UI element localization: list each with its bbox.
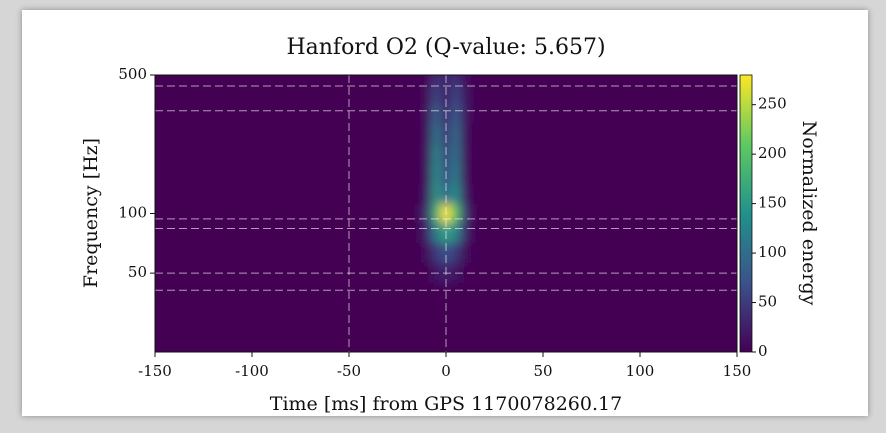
heat-cell [431, 144, 442, 164]
heat-cell [421, 124, 432, 145]
y-axis-label: Frequency [Hz] [80, 138, 102, 288]
x-tick-label: 0 [441, 362, 451, 380]
heat-cell [450, 163, 461, 184]
heat-cell [470, 183, 480, 204]
heat-cell [460, 223, 471, 243]
x-tick-label: -150 [138, 362, 172, 380]
heat-cell [450, 183, 461, 204]
colorbar-tick-label: 200 [758, 144, 787, 162]
heat-cell [470, 242, 480, 264]
heat-cell [421, 144, 432, 164]
heat-cell [441, 242, 451, 264]
x-tick-label: 50 [533, 362, 552, 380]
heat-cell [412, 103, 422, 125]
heat-cell [431, 75, 442, 85]
chart-title: Hanford O2 (Q-value: 5.657) [286, 35, 605, 60]
heat-cell [412, 124, 422, 145]
heat-cell [470, 223, 480, 243]
heat-cell [431, 223, 442, 243]
heat-cell [460, 84, 471, 104]
heat-cell [460, 183, 471, 204]
heat-cell [460, 163, 471, 184]
heat-cell [412, 203, 422, 224]
x-tick-label: -100 [235, 362, 269, 380]
heat-cell [421, 183, 432, 204]
colorbar-tick-label: 250 [758, 95, 787, 113]
heat-cell [460, 144, 471, 164]
heat-cell [412, 163, 422, 184]
colorbar-tick-label: 50 [758, 293, 777, 311]
heat-cell [450, 103, 461, 125]
heat-cell [460, 203, 471, 224]
heat-cell [412, 183, 422, 204]
heat-cell [470, 144, 480, 164]
colorbar-tick-label: 0 [758, 342, 768, 360]
heat-cell [412, 223, 422, 243]
heat-cell [441, 124, 451, 145]
heat-cell [412, 144, 422, 164]
heat-cell [431, 183, 442, 204]
heat-cell [450, 144, 461, 164]
y-tick-label: 50 [128, 263, 147, 281]
heat-cell [460, 75, 471, 85]
heat-cell [450, 242, 461, 264]
heat-cell [431, 103, 442, 125]
heat-cell [460, 263, 471, 284]
overlay [155, 75, 737, 352]
y-tick-label: 100 [118, 204, 147, 222]
heat-cell [412, 75, 422, 85]
colorbar [739, 74, 753, 353]
heat-cell [450, 75, 461, 85]
heat-cell [421, 242, 432, 264]
heat-cell [470, 103, 480, 125]
heat-cell [460, 242, 471, 264]
colorbar-tick-label: 100 [758, 243, 787, 261]
y-tick-label: 500 [118, 65, 147, 83]
x-tick-label: -50 [337, 362, 361, 380]
heat-cell [470, 203, 480, 224]
heat-cell [431, 84, 442, 104]
heat-cell [450, 124, 461, 145]
x-axis-label: Time [ms] from GPS 1170078260.17 [270, 393, 622, 415]
heat-cell [431, 242, 442, 264]
heat-cell [470, 163, 480, 184]
heat-cell [421, 223, 432, 243]
heat-cell [460, 124, 471, 145]
heat-cell [460, 103, 471, 125]
colorbar-tick-label: 150 [758, 194, 787, 212]
heat-cell [450, 84, 461, 104]
heat-cell [421, 103, 432, 125]
heat-cell [412, 263, 422, 284]
heat-cell [431, 124, 442, 145]
heat-cell [450, 223, 461, 243]
x-tick-label: 150 [723, 362, 752, 380]
heat-cell [431, 203, 442, 224]
heat-cell [421, 75, 432, 85]
heat-cell [421, 203, 432, 224]
x-tick-label: 100 [626, 362, 655, 380]
heat-cell [470, 75, 480, 85]
heat-cell [421, 84, 432, 104]
heat-cell [470, 124, 480, 145]
heat-cell [470, 84, 480, 104]
heat-cell [441, 183, 451, 204]
heat-cell [431, 163, 442, 184]
heat-cell [450, 203, 461, 224]
heat-cell [470, 263, 480, 284]
heat-cell [412, 84, 422, 104]
colorbar-label: Normalized energy [798, 121, 820, 306]
heat-cell [421, 163, 432, 184]
heat-cell [412, 242, 422, 264]
